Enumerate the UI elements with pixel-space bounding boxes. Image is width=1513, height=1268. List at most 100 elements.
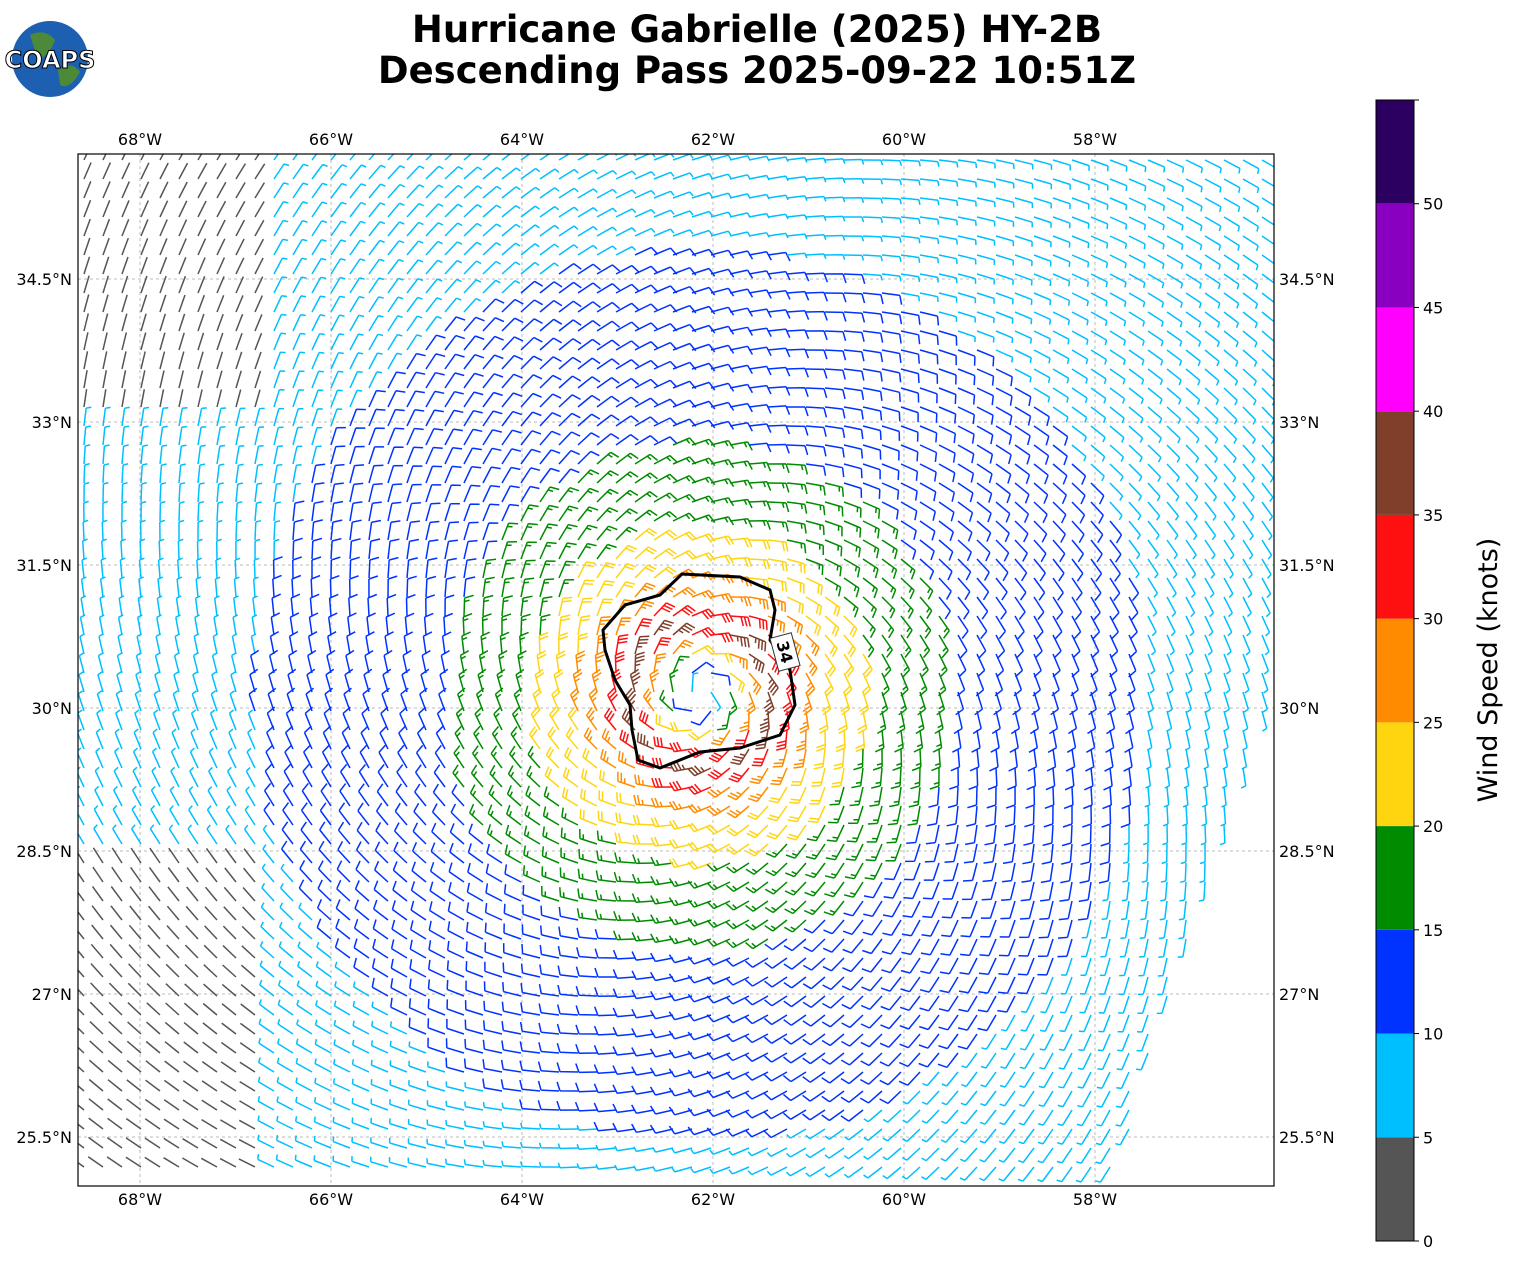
wind-barb [976,596,989,620]
wind-barb [767,385,791,396]
wind-barb [1052,653,1061,678]
wind-barb [114,747,123,769]
wind-barb [1128,197,1147,211]
wind-barb [292,351,305,370]
wind-barb [729,155,751,161]
wind-barb [501,354,524,370]
wind-barb [653,529,677,541]
y-tick-label-right: 30°N [1279,699,1319,718]
wind-barb [418,706,427,731]
wind-barb [197,276,206,294]
wind-barb [335,918,351,940]
wind-barb [941,1090,959,1106]
wind-barb [319,802,332,826]
wind-barb [1147,615,1157,637]
wind-barb [1127,672,1136,697]
wind-barb [452,764,465,788]
wind-barb [330,426,346,446]
wind-barb [1057,1109,1073,1127]
wind-barb [126,1098,142,1111]
wind-barb [539,393,562,408]
wind-barb [94,766,104,788]
wind-barb [311,238,327,256]
wind-barb [997,976,1016,995]
wind-barb [520,963,541,978]
wind-barb [691,343,716,353]
wind-barb [182,1099,199,1111]
wind-barb [634,527,658,541]
wind-barb [631,1123,655,1134]
wind-barb [867,805,883,825]
wind-barb [337,821,351,845]
wind-barb [919,444,938,462]
wind-barb [167,867,180,883]
wind-barb [805,615,822,636]
wind-barb [397,744,408,769]
wind-barb [708,748,731,763]
wind-barb [184,944,199,959]
wind-barb [980,1090,997,1107]
wind-barb [843,900,864,917]
wind-barb [1095,1147,1111,1165]
wind-barb [314,1038,332,1054]
wind-barb [551,687,561,712]
y-tick-label-left: 30°N [32,699,72,718]
wind-barb [241,925,256,940]
wind-barb [764,881,788,895]
wind-barb [292,537,303,560]
wind-barb [216,351,224,370]
wind-barb [153,690,161,712]
wind-barb [463,260,482,275]
wind-barb [235,351,243,370]
wind-barb [649,1067,674,1077]
wind-barb [1098,995,1111,1014]
wind-barb [348,593,358,617]
wind-barb [406,277,424,294]
wind-barb [939,957,959,975]
wind-barb [257,1076,275,1092]
wind-barb [786,348,810,359]
wind-barb [132,766,142,788]
wind-barb [821,1090,845,1103]
wind-barb [481,613,492,636]
wind-barb [1166,197,1184,212]
wind-barb [577,888,598,902]
wind-barb [785,862,807,878]
wind-barb [311,445,322,465]
wind-barb [120,538,127,560]
wind-barb [486,824,503,845]
wind-barb [1071,292,1089,307]
wind-barb [1204,672,1212,694]
wind-barb [463,166,483,180]
wind-barb [859,691,870,716]
wind-barb [469,803,484,826]
wind-barb [707,786,731,798]
wind-barb [461,631,471,655]
wind-barb [355,860,370,883]
wind-barb [1077,1071,1092,1089]
wind-barb [371,1020,389,1035]
wind-barb [957,368,976,386]
wind-barb [840,1071,864,1085]
wind-barb [1204,254,1221,270]
wind-barb [824,368,846,380]
wind-barb [900,596,914,619]
wind-barb [353,918,370,940]
wind-barb [316,941,332,959]
wind-barb [1166,539,1178,560]
wind-barb [425,222,444,237]
wind-barb [387,575,398,598]
wind-barb [493,706,503,731]
wind-barb [938,387,957,405]
wind-barb [451,784,465,807]
wind-barb [375,822,389,845]
wind-barb [653,190,675,199]
wind-barb [976,197,996,208]
wind-barb [407,1138,427,1149]
wind-barb [881,444,900,461]
wind-barb [136,614,143,636]
wind-barb [1071,577,1083,601]
wind-barb [1014,178,1034,189]
wind-barb [633,1165,655,1172]
wind-barb [995,615,1007,640]
